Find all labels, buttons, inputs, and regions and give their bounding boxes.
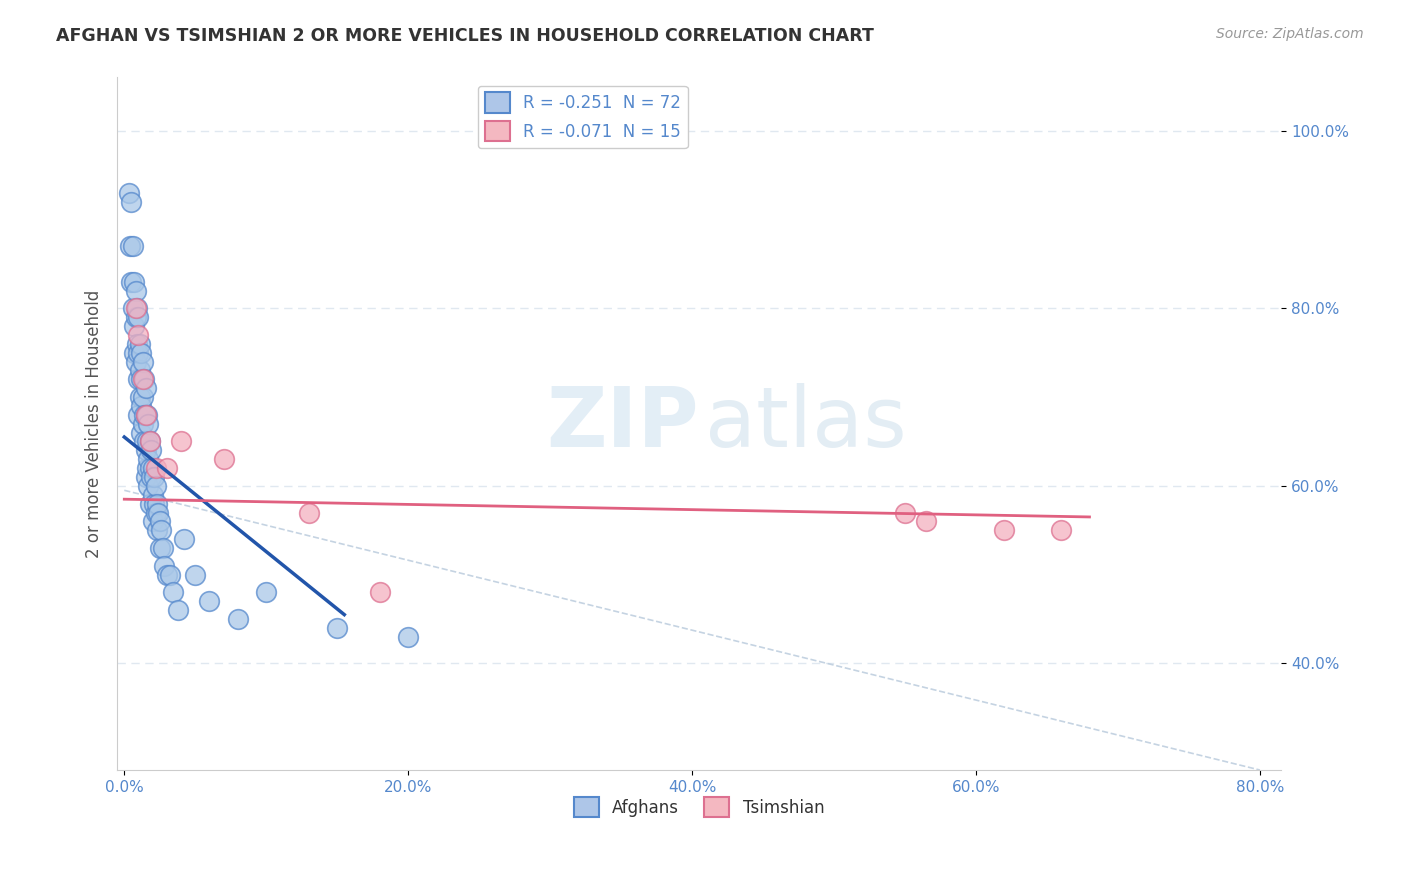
Point [148,506,170,520]
Point [135,470,157,484]
Point [212,452,235,467]
Point [134,372,156,386]
Point [156,461,179,475]
Point [142,461,165,475]
Text: ZIP: ZIP [547,384,699,464]
Point [254,585,277,599]
Point [368,585,391,599]
Point [326,621,349,635]
Point [141,443,163,458]
Point [120,275,142,289]
Point [125,336,148,351]
Point [143,470,166,484]
Point [124,354,146,368]
Point [156,567,179,582]
Point [127,372,149,386]
Point [149,541,172,555]
Point [298,506,321,520]
Point [129,363,152,377]
Point [122,345,145,359]
Point [121,239,143,253]
Point [152,541,174,555]
Point [145,506,167,520]
Point [124,310,146,325]
Point [117,186,139,200]
Point [139,461,162,475]
Point [139,434,162,449]
Point [131,345,153,359]
Point [138,452,160,467]
Point [173,532,195,546]
Point [146,523,169,537]
Point [129,390,152,404]
Point [149,515,172,529]
Point [121,301,143,316]
Point [396,630,419,644]
Point [226,612,249,626]
Point [127,408,149,422]
Point [131,399,153,413]
Text: Source: ZipAtlas.com: Source: ZipAtlas.com [1216,27,1364,41]
Legend: Afghans, Tsimshian: Afghans, Tsimshian [568,790,831,824]
Point [127,327,149,342]
Point [145,479,167,493]
Point [142,488,165,502]
Point [120,194,142,209]
Point [167,603,190,617]
Point [993,523,1015,537]
Point [146,497,169,511]
Point [124,284,146,298]
Text: atlas: atlas [704,384,907,464]
Point [135,408,157,422]
Point [153,558,176,573]
Point [162,585,184,599]
Point [129,336,152,351]
Point [135,443,157,458]
Point [170,434,193,449]
Point [127,345,149,359]
Point [138,417,160,431]
Point [894,506,917,520]
Point [135,408,157,422]
Point [132,354,155,368]
Point [143,497,166,511]
Point [142,515,165,529]
Point [139,497,162,511]
Point [132,417,155,431]
Point [134,434,156,449]
Point [141,470,163,484]
Point [150,523,173,537]
Point [127,310,149,325]
Point [184,567,207,582]
Point [122,275,145,289]
Point [136,434,159,449]
Point [198,594,221,608]
Text: AFGHAN VS TSIMSHIAN 2 OR MORE VEHICLES IN HOUSEHOLD CORRELATION CHART: AFGHAN VS TSIMSHIAN 2 OR MORE VEHICLES I… [56,27,875,45]
Point [125,301,148,316]
Point [159,567,181,582]
Y-axis label: 2 or more Vehicles in Household: 2 or more Vehicles in Household [86,290,103,558]
Point [131,372,153,386]
Point [145,461,167,475]
Point [131,425,153,440]
Point [138,479,160,493]
Point [132,390,155,404]
Point [136,408,159,422]
Point [135,381,157,395]
Point [122,319,145,334]
Point [118,239,141,253]
Point [132,372,155,386]
Point [124,301,146,316]
Point [1050,523,1073,537]
Point [139,434,162,449]
Point [136,461,159,475]
Point [134,408,156,422]
Point [915,515,938,529]
